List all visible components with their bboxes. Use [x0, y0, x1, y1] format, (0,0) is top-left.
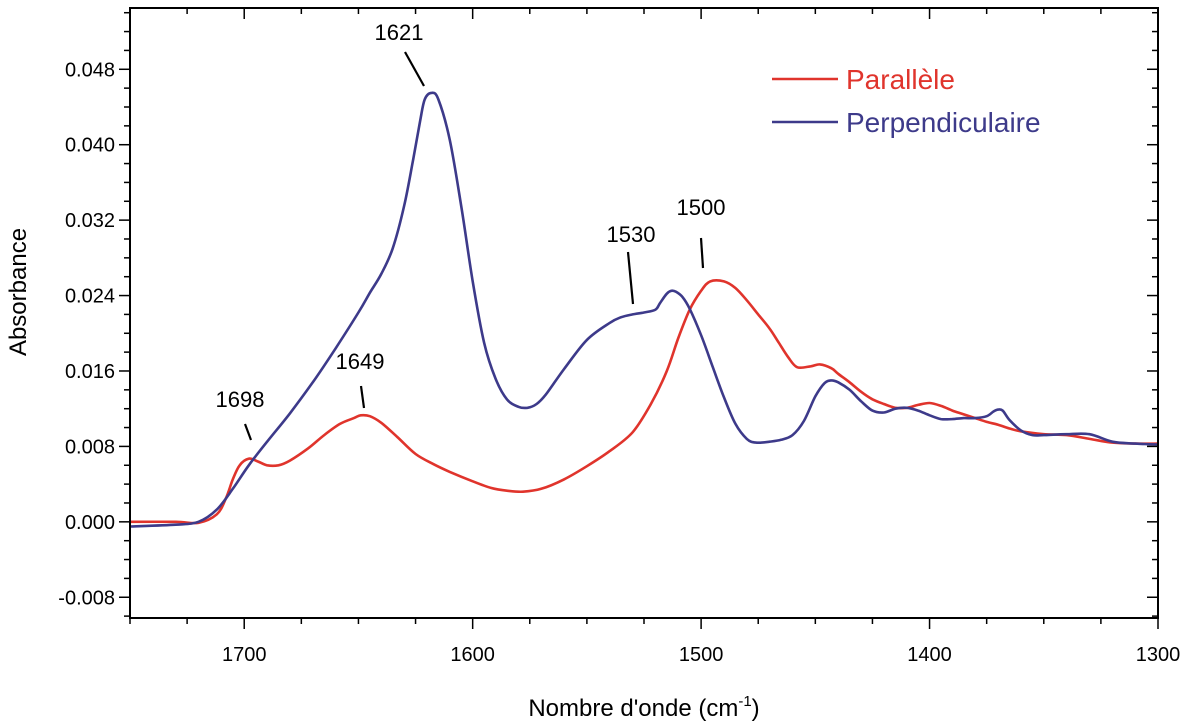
legend-label: Perpendiculaire: [846, 107, 1041, 138]
peak-label-1698: 1698: [216, 387, 265, 412]
peak-annotations: 1698 1649 1621 1530 1500: [216, 20, 726, 441]
x-tick-label: 1400: [907, 644, 952, 666]
x-tick-label: 1300: [1136, 644, 1181, 666]
x-axis-title: Nombre d'onde (cm-1): [528, 693, 759, 722]
series-lines: [129, 91, 1159, 528]
peak-leader-1698: [243, 423, 253, 441]
y-tick-label: 0.000: [65, 512, 115, 534]
peak-label-1530: 1530: [607, 222, 656, 247]
peak-label-1621: 1621: [375, 20, 424, 45]
x-tick-label: 1700: [222, 644, 267, 666]
y-axis: -0.008 0.000 0.008 0.016 0.024 0.032 0.040 0.04…: [58, 11, 1158, 617]
x-axis: 1700 1600 1500 1400 1300: [129, 8, 1181, 666]
x-axis-title-main: Nombre d'onde (cm: [528, 695, 738, 722]
x-axis-title-suffix: ): [752, 695, 760, 722]
x-tick-label: 1500: [679, 644, 724, 666]
y-axis-title: Absorbance: [5, 228, 32, 356]
peak-leader-1500: [699, 237, 705, 269]
y-tick-label: 0.040: [65, 135, 115, 157]
x-axis-title-superscript: -1: [738, 693, 751, 710]
y-tick-label: 0.032: [65, 210, 115, 232]
y-tick-label: 0.008: [65, 436, 115, 458]
peak-leader-1530: [626, 251, 635, 305]
x-tick-label: 1600: [450, 644, 495, 666]
y-tick-label: -0.008: [58, 587, 115, 609]
series-line-perpendiculaire: [129, 91, 1159, 528]
series-line-parallele: [129, 279, 1159, 525]
peak-label-1649: 1649: [336, 349, 385, 374]
peak-leader-1621: [404, 51, 425, 87]
peak-leader-1649: [359, 385, 366, 409]
peak-label-1500: 1500: [677, 195, 726, 220]
y-tick-label: 0.048: [65, 59, 115, 81]
y-tick-label: 0.024: [65, 286, 115, 308]
legend-label: Parallèle: [846, 64, 955, 95]
y-tick-label: 0.016: [65, 361, 115, 383]
legend: Parallèle Perpendiculaire: [772, 64, 1041, 138]
